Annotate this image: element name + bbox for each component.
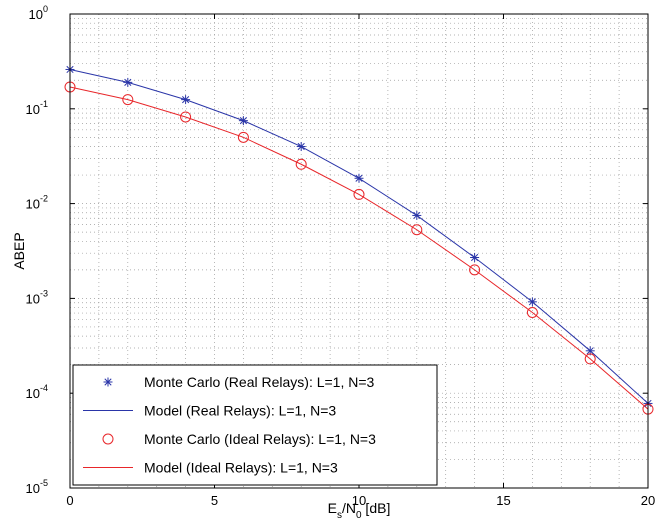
- x-axis-label-tail: [dB]: [362, 500, 391, 516]
- star-stroke: [413, 211, 421, 220]
- legend-item: Model (Ideal Relays): L=1, N=3: [83, 460, 338, 476]
- data-point-circle: [469, 264, 481, 276]
- data-point-star: [181, 95, 191, 105]
- data-point-star: [123, 77, 133, 87]
- y-tick-label-base: 10: [26, 102, 40, 117]
- star-stroke: [355, 174, 363, 182]
- series-line: [69, 86, 649, 410]
- y-tick-label-base: 10: [26, 197, 40, 212]
- data-point-star: [470, 253, 480, 263]
- data-point-circle: [295, 158, 307, 170]
- y-tick-label-exponent: -5: [40, 478, 48, 488]
- star-stroke: [239, 117, 247, 125]
- y-tick-label-exponent: -1: [40, 99, 48, 109]
- legend-label: Model (Real Relays): L=1, N=3: [144, 403, 336, 419]
- x-axis-label-sub-0: 0: [356, 510, 362, 521]
- x-tick-label: 5: [211, 493, 218, 508]
- data-point-circle: [411, 224, 423, 236]
- data-point-circle: [122, 94, 134, 106]
- data-point-circle: [353, 188, 365, 200]
- x-tick-label: 10: [352, 493, 366, 508]
- star-stroke: [104, 378, 112, 386]
- data-point-circle: [180, 111, 192, 123]
- y-tick-label: 10-4: [26, 383, 48, 401]
- star-stroke: [528, 298, 536, 306]
- y-tick-label-base: 10: [26, 481, 40, 496]
- x-axis-label-sub-s: s: [337, 510, 342, 521]
- legend-label: Monte Carlo (Ideal Relays): L=1, N=3: [144, 431, 376, 447]
- legend: Monte Carlo (Real Relays): L=1, N=3 Model…: [72, 364, 438, 486]
- legend-box: [72, 364, 438, 486]
- legend-item: Monte Carlo (Real Relays): L=1, N=3: [103, 374, 375, 390]
- data-point-star: [585, 346, 595, 356]
- legend-item: Monte Carlo (Ideal Relays): L=1, N=3: [102, 431, 376, 447]
- y-axis-label: ABEP: [11, 232, 27, 269]
- y-tick-label-exponent: 0: [43, 4, 48, 14]
- data-point-circle: [584, 353, 596, 365]
- data-point-star: [527, 297, 537, 307]
- series-line: [69, 68, 649, 404]
- y-tick-label-base: 10: [26, 291, 40, 306]
- x-axis-label: Es/N0 [dB]: [328, 500, 391, 521]
- legend-label: Model (Ideal Relays): L=1, N=3: [144, 460, 338, 476]
- series-layer: [64, 64, 654, 415]
- legend-item: Model (Real Relays): L=1, N=3: [83, 403, 336, 419]
- x-axis-label-main: E: [328, 500, 337, 516]
- data-point-star: [354, 173, 364, 183]
- star-stroke: [586, 347, 594, 355]
- y-tick-label: 100: [29, 4, 48, 22]
- data-point-star: [412, 210, 422, 220]
- y-tick-label: 10-5: [26, 478, 48, 496]
- y-tick-label: 10-2: [26, 194, 48, 212]
- x-tick-label: 20: [641, 493, 655, 508]
- y-tick-label-exponent: -2: [40, 194, 48, 204]
- legend-items: Monte Carlo (Real Relays): L=1, N=3 Model…: [83, 374, 376, 476]
- x-axis-label-mid: /N: [342, 500, 356, 516]
- data-point-star: [296, 142, 306, 152]
- x-tick-label: 0: [66, 493, 73, 508]
- data-point-star: [238, 116, 248, 126]
- y-tick-label-base: 10: [29, 7, 43, 22]
- y-tick-label-base: 10: [26, 386, 40, 401]
- y-tick-label-exponent: -3: [40, 288, 48, 298]
- star-stroke: [182, 96, 190, 104]
- legend-label: Monte Carlo (Real Relays): L=1, N=3: [144, 374, 375, 390]
- y-tick-label: 10-3: [26, 288, 48, 306]
- legend-swatch-star: [103, 377, 113, 387]
- x-tick-label: 15: [496, 493, 510, 508]
- data-point-circle: [237, 131, 249, 143]
- star-stroke: [471, 253, 479, 262]
- y-tick-label: 10-1: [26, 99, 48, 117]
- legend-swatch-circle: [102, 433, 114, 445]
- data-point-circle: [526, 307, 538, 319]
- star-stroke: [297, 142, 305, 151]
- y-tick-label-exponent: -4: [40, 383, 48, 393]
- star-stroke: [124, 78, 132, 86]
